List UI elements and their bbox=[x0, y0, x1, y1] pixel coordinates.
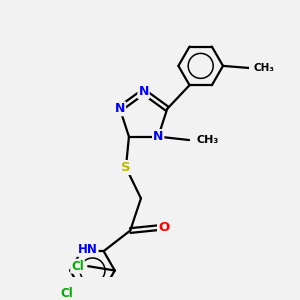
Text: Cl: Cl bbox=[60, 287, 73, 300]
Text: N: N bbox=[153, 130, 164, 143]
Text: Cl: Cl bbox=[71, 260, 84, 273]
Text: CH₃: CH₃ bbox=[197, 135, 219, 145]
Text: N: N bbox=[115, 102, 125, 115]
Text: HN: HN bbox=[78, 243, 98, 256]
Text: O: O bbox=[158, 220, 169, 234]
Text: CH₃: CH₃ bbox=[253, 63, 274, 73]
Text: S: S bbox=[121, 161, 131, 174]
Text: N: N bbox=[138, 85, 149, 98]
